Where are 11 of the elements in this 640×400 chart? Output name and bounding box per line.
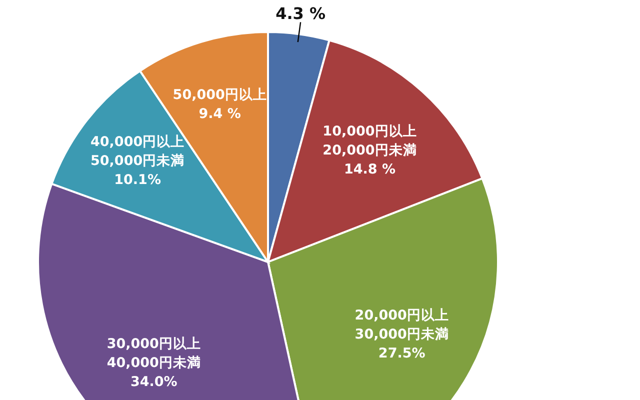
data-label: 9.4 %: [198, 106, 242, 122]
data-label: 34.0%: [130, 374, 178, 390]
slice-label: 50,000円以上: [172, 87, 267, 104]
data-label: 10.1%: [114, 172, 162, 188]
slice-label: 10,000円以上20,000円未満: [322, 123, 417, 158]
slice-label: 30,000円以上40,000円未満: [106, 336, 201, 372]
slice-label: 40,000円以上50,000円未満: [90, 134, 185, 169]
data-label: 27.5%: [378, 346, 426, 362]
data-label: 14.8 %: [344, 161, 396, 178]
data-label: 4.3 %: [276, 4, 326, 24]
slice-label: 20,000円以上30,000円未満: [354, 308, 449, 343]
